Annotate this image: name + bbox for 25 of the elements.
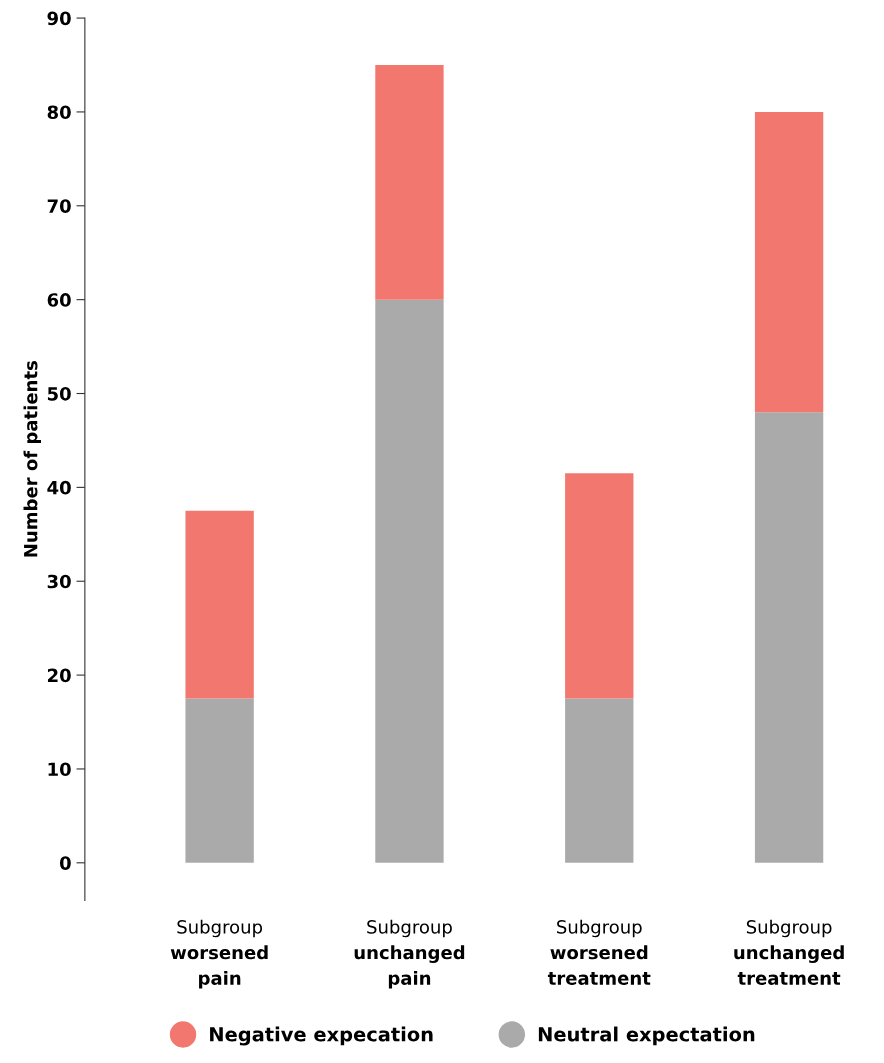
y-tick-label: 80 [47,105,71,120]
y-tick-label: 30 [47,574,71,589]
y-tick-label: 0 [59,856,71,870]
bar [185,698,254,863]
bar [565,473,634,699]
y-tick-label: 70 [47,199,71,213]
y-tick-label: 60 [47,293,71,307]
y-tick-label: 40 [47,480,71,495]
bar [375,299,444,863]
bar [185,510,254,699]
y-tick-label: 10 [48,762,71,777]
y-axis-title: Number of patients [23,361,41,557]
bar [754,412,824,863]
x-tick-label: Subgroup worsened pain [170,919,268,989]
bar [754,111,824,413]
bar [375,65,444,300]
y-tick-label: 90 [47,11,71,26]
legend-label: Neutral expectation [538,1026,755,1046]
y-tick-label: 20 [47,668,71,683]
y-tick-label: 50 [47,386,71,401]
bar [565,698,634,863]
x-tick-label: Subgroup unchanged pain [354,919,465,989]
x-tick-label: Subgroup unchanged treatment [734,919,844,985]
legend-label: Negative expecation [210,1026,433,1046]
x-tick-label: Subgroup worsened treatment [547,919,651,985]
